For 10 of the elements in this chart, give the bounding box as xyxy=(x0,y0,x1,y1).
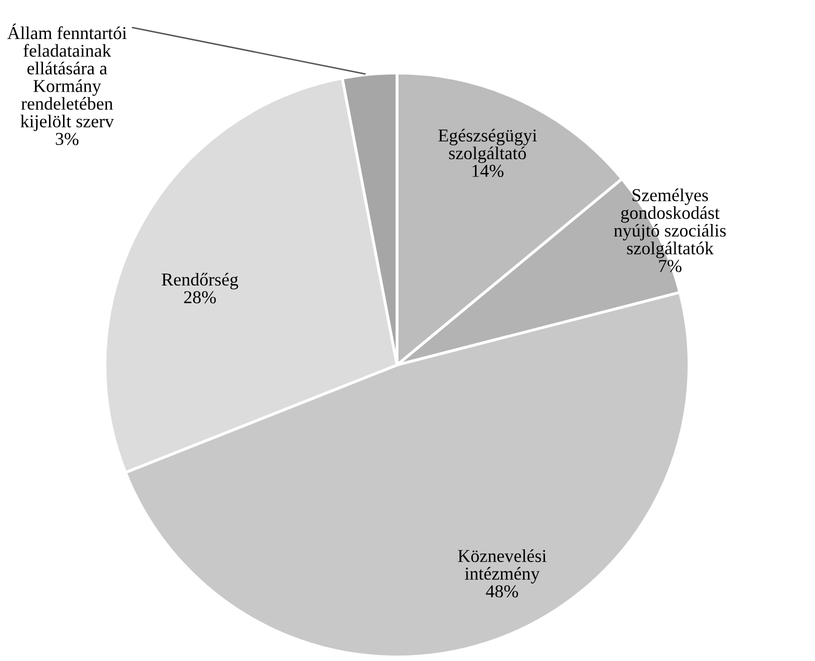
slice-label: Egészségügyi szolgáltató xyxy=(438,128,537,164)
data-label: 48% xyxy=(486,585,518,598)
slice-label: Köznevelési intézmény xyxy=(458,549,546,584)
slice-label: Rendőrség xyxy=(162,272,238,290)
slice-label: Személyes gondoskodást nyújtó szociális szolgáltatók xyxy=(614,188,726,258)
data-label: 14% xyxy=(472,164,504,178)
data-label: 28% xyxy=(184,291,216,304)
slice-label: Állam fenntartói feladatainak ellátására a Kormány rendeletében kijelölt szerv xyxy=(7,24,127,132)
data-label: 7% xyxy=(659,260,682,272)
data-label: 3% xyxy=(56,132,78,146)
